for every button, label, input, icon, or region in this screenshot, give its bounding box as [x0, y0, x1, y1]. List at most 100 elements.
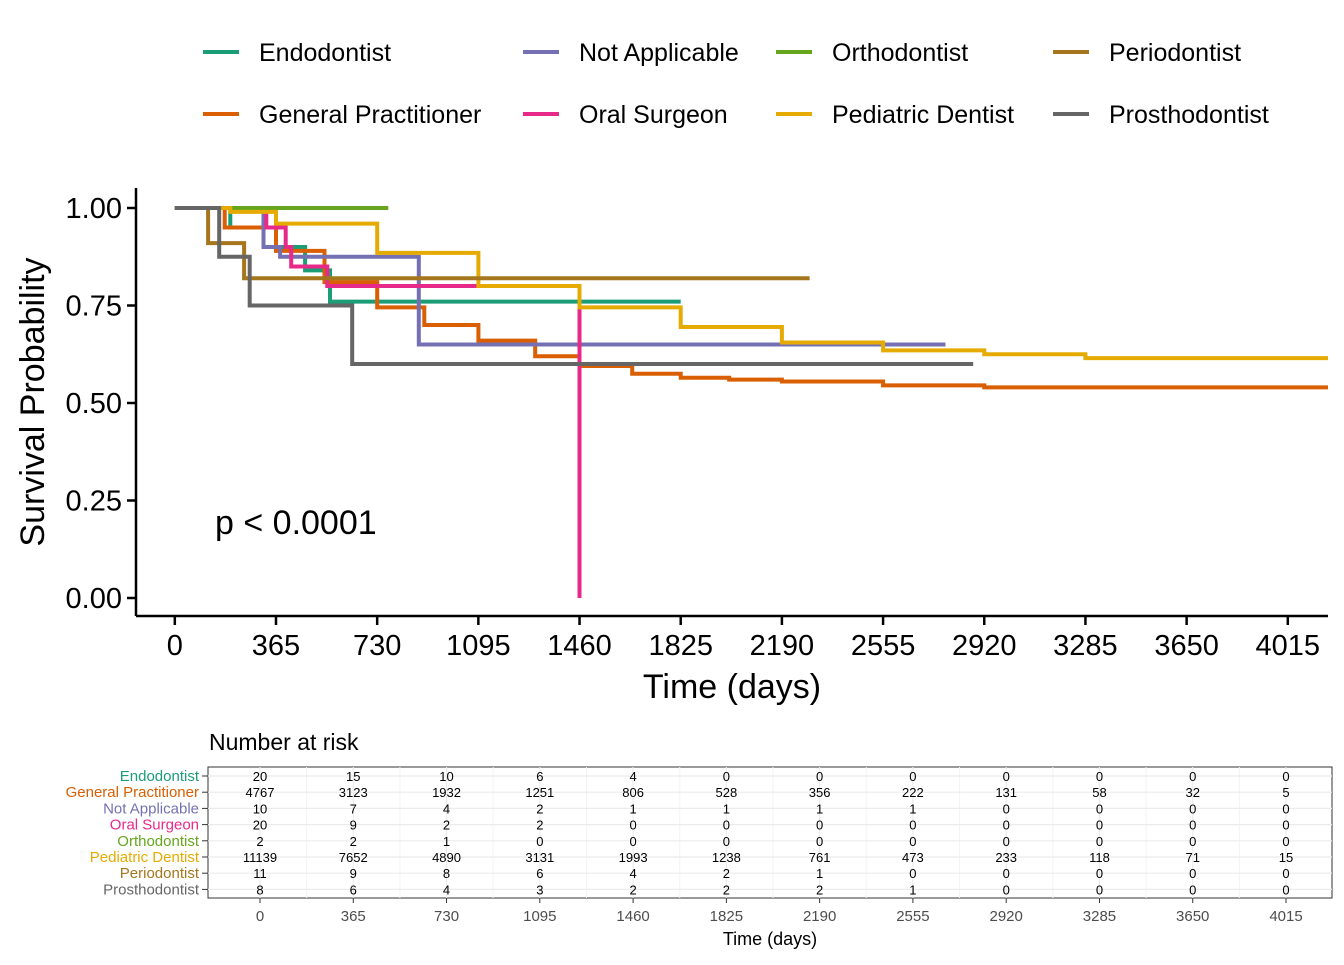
risk-table-grid [207, 766, 1333, 899]
risk-cell: 1 [909, 882, 916, 897]
risk-cell: 0 [1189, 882, 1196, 897]
risk-cell: 3131 [525, 850, 554, 865]
x-tick-label: 2555 [851, 630, 916, 662]
risk-cell: 528 [716, 785, 738, 800]
legend-item-oral-surgeon: Oral Surgeon [523, 101, 728, 129]
y-tick-label: 0.25 [66, 486, 122, 518]
risk-x-tick-label: 2555 [896, 908, 929, 925]
risk-x-tick-label: 3285 [1083, 908, 1116, 925]
risk-cell: 1 [723, 801, 730, 816]
risk-cell: 7 [350, 801, 357, 816]
risk-cell: 2 [816, 882, 823, 897]
risk-cell: 2 [723, 882, 730, 897]
risk-table-title: Number at risk [209, 729, 359, 755]
risk-cell: 6 [536, 769, 543, 784]
risk-cell: 0 [1096, 866, 1103, 881]
risk-cell: 32 [1185, 785, 1199, 800]
risk-cell: 0 [1189, 866, 1196, 881]
risk-cell: 0 [1096, 818, 1103, 833]
risk-x-tick-label: 365 [341, 908, 366, 925]
risk-cell: 0 [816, 769, 823, 784]
risk-cell: 2 [629, 882, 636, 897]
risk-x-tick-label: 4015 [1269, 908, 1302, 925]
risk-cell: 0 [629, 818, 636, 833]
risk-cell: 3 [536, 882, 543, 897]
risk-cell: 0 [629, 834, 636, 849]
risk-row-label-periodontist: Periodontist [120, 865, 200, 882]
risk-cell: 1993 [619, 850, 648, 865]
risk-cell: 71 [1185, 850, 1199, 865]
y-axis-title: Survival Probability [14, 257, 52, 546]
risk-cell: 10 [253, 801, 267, 816]
risk-row-label-general-practitioner: General Practitioner [66, 784, 199, 801]
risk-table-panel-border [207, 766, 1333, 899]
km-plot-panel: 0 365 730 1095 1460 1825 2190 2555 2920 3285 3650 4… [14, 188, 1328, 706]
risk-cell: 0 [1003, 801, 1010, 816]
risk-row-label-pediatric-dentist: Pediatric Dentist [90, 849, 200, 866]
risk-cell: 3123 [339, 785, 368, 800]
risk-cell: 0 [1189, 818, 1196, 833]
x-tick-label: 1095 [446, 630, 511, 662]
risk-cell: 6 [536, 866, 543, 881]
risk-cell: 20 [253, 769, 267, 784]
risk-cell: 0 [1003, 834, 1010, 849]
risk-cell: 0 [1282, 818, 1289, 833]
risk-x-tick-label: 2920 [989, 908, 1022, 925]
risk-table-x-axis: 0 365 730 1095 1460 1825 2190 2555 2920 3285 3650 4… [256, 898, 1303, 925]
risk-cell: 0 [1282, 834, 1289, 849]
risk-cell: 0 [909, 769, 916, 784]
legend: Endodontist General Practitioner Not Appli… [203, 39, 1269, 129]
risk-cell: 2 [256, 834, 263, 849]
risk-cell: 4 [629, 769, 636, 784]
risk-cell: 131 [995, 785, 1017, 800]
risk-row-label-oral-surgeon: Oral Surgeon [110, 817, 199, 834]
risk-cell: 0 [1096, 801, 1103, 816]
x-tick-label: 0 [167, 630, 183, 662]
risk-x-tick-label: 3650 [1176, 908, 1209, 925]
legend-item-general-practitioner: General Practitioner [203, 101, 481, 129]
x-tick-label: 365 [252, 630, 300, 662]
risk-cell: 15 [346, 769, 360, 784]
risk-cell: 356 [809, 785, 831, 800]
risk-row-label-not-applicable: Not Applicable [103, 800, 199, 817]
risk-cell: 1932 [432, 785, 461, 800]
risk-row-label-orthodontist: Orthodontist [117, 833, 200, 850]
risk-cell: 118 [1089, 850, 1110, 865]
p-value-annotation: p < 0.0001 [215, 504, 377, 542]
risk-cell: 0 [1282, 866, 1289, 881]
legend-item-pediatric-dentist: Pediatric Dentist [776, 101, 1014, 129]
x-tick-label: 3285 [1053, 630, 1118, 662]
risk-cell: 1 [816, 866, 823, 881]
risk-cell: 10 [439, 769, 453, 784]
legend-label: Periodontist [1109, 39, 1241, 67]
legend-item-prosthodontist: Prosthodontist [1053, 101, 1269, 129]
risk-cell: 0 [723, 834, 730, 849]
risk-cell: 8 [256, 882, 263, 897]
risk-cell: 1251 [525, 785, 554, 800]
y-tick-label: 1.00 [66, 193, 122, 225]
x-tick-label: 1825 [648, 630, 713, 662]
risk-cell: 2 [350, 834, 357, 849]
legend-label: Pediatric Dentist [832, 101, 1014, 129]
y-tick-label: 0.75 [66, 291, 122, 323]
risk-cell: 2 [536, 818, 543, 833]
risk-cell: 0 [909, 834, 916, 849]
x-tick-label: 730 [353, 630, 401, 662]
risk-cell: 1 [909, 801, 916, 816]
risk-cell: 0 [1282, 882, 1289, 897]
km-curve-pediatric-dentist [174, 206, 1328, 361]
risk-cell: 0 [1003, 818, 1010, 833]
risk-cell: 5 [1282, 785, 1289, 800]
risk-cell: 2 [443, 818, 450, 833]
risk-cell: 6 [350, 882, 357, 897]
km-curve-oral-surgeon [174, 206, 582, 598]
risk-cell: 8 [443, 866, 450, 881]
y-tick-label: 0.00 [66, 583, 122, 615]
risk-x-tick-label: 730 [434, 908, 459, 925]
risk-cell: 2 [723, 866, 730, 881]
risk-cell: 58 [1092, 785, 1106, 800]
x-axis-title: Time (days) [643, 668, 821, 706]
